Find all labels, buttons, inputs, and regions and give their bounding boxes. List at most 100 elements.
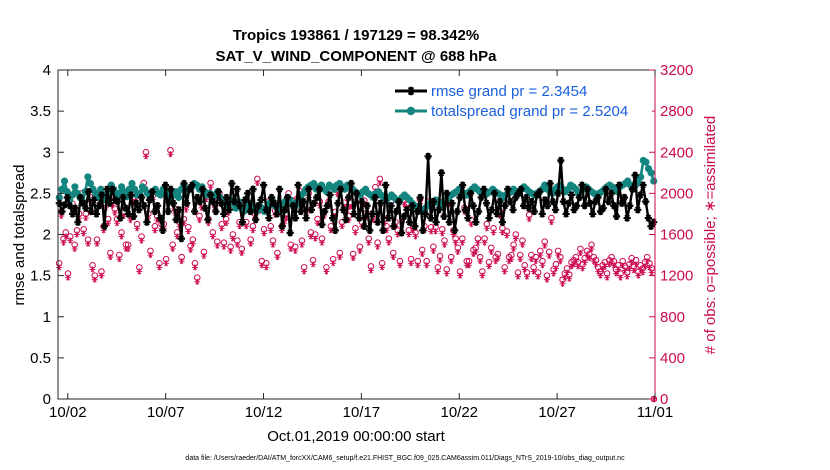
totalspread-point (175, 193, 183, 202)
obs-assimilated-point (575, 263, 582, 270)
rmse-point (230, 197, 239, 206)
rmse-point (559, 197, 568, 206)
obs-assimilated-point (312, 235, 319, 242)
rmse-point (390, 222, 398, 230)
obs-assimilated-point (526, 216, 533, 223)
obs-assimilated-point (459, 239, 466, 246)
obs-assimilated-point (73, 231, 80, 238)
obs-assimilated-point (579, 265, 586, 272)
obs-assimilated-point (604, 274, 611, 281)
rmse-point (329, 214, 337, 222)
rmse-point (283, 193, 292, 202)
rmse-point (477, 193, 485, 202)
rmse-point (496, 197, 504, 206)
obs-assimilated-point (639, 269, 646, 276)
obs-assimilated-point (156, 264, 163, 271)
rmse-point (225, 206, 233, 214)
obs-assimilated-point (633, 261, 640, 268)
totalspread-point (84, 173, 92, 181)
obs-assimilated-point (109, 202, 116, 209)
rmse-point (175, 206, 183, 214)
rmse-point (267, 193, 276, 202)
rmse-point (379, 226, 387, 235)
rmse-point (244, 189, 252, 198)
obs-assimilated-point (628, 259, 635, 266)
obs-assimilated-point (474, 239, 481, 246)
rmse-point (347, 179, 355, 188)
x-tick-label: 10/12 (245, 404, 283, 421)
legend-rmse-star (406, 86, 416, 96)
rmse-point (331, 226, 339, 235)
obs-assimilated-point (281, 220, 288, 227)
rmse-point (204, 216, 212, 224)
obs-assimilated-point (185, 228, 192, 235)
obs-assimilated-point (365, 239, 372, 246)
rmse-point (217, 199, 225, 207)
rmse-point (602, 185, 610, 193)
rmse-point (451, 226, 459, 235)
data-file-footnote: data file: /Users/raeder/DAI/ATM_forcXX/… (185, 455, 625, 462)
obs-assimilated-point (637, 266, 644, 273)
rmse-point (445, 218, 453, 226)
rmse-point (87, 207, 95, 216)
obs-assimilated-point (608, 258, 615, 265)
obs-assimilated-point (537, 252, 544, 259)
obs-assimilated-point (310, 261, 317, 268)
obs-assimilated-point (450, 231, 457, 238)
rmse-point (318, 220, 326, 229)
rmse-point (262, 206, 270, 214)
rmse-point (392, 207, 400, 216)
chart-title: Tropics 193861 / 197129 = 98.342% (233, 27, 479, 44)
rmse-point (448, 199, 456, 207)
rmse-point (321, 207, 329, 216)
obs-assimilated-point (506, 258, 513, 265)
obs-assimilated-point (430, 247, 437, 254)
rmse-point (355, 214, 363, 222)
rmse-point (432, 218, 440, 226)
rmse-point (480, 185, 488, 193)
rmse-point (294, 181, 302, 189)
rmse-point (172, 216, 180, 224)
rmse-point (350, 210, 358, 218)
rmse-point (530, 207, 538, 216)
rmse-point (220, 210, 228, 218)
rmse-point (440, 212, 448, 221)
rmse-point (514, 189, 522, 198)
obs-assimilated-point (207, 184, 214, 191)
obs-assimilated-point (501, 268, 508, 275)
obs-assimilated-point (218, 225, 225, 232)
obs-assimilated-point (515, 273, 522, 280)
totalspread-point (86, 179, 95, 188)
obs-assimilated-point (543, 276, 550, 283)
rmse-point (493, 210, 501, 218)
rmse-point (581, 202, 589, 210)
rmse-point (647, 222, 655, 230)
plot-area (55, 146, 658, 403)
rmse-point (384, 214, 392, 222)
rmse-point (416, 193, 424, 202)
rmse-point (74, 218, 82, 226)
x-axis-label: Oct.01,2019 00:00:00 start (267, 428, 445, 445)
totalspread-point (55, 193, 63, 202)
obs-assimilated-point (401, 201, 408, 208)
rmse-point (63, 193, 71, 202)
rmse-point (212, 207, 220, 216)
rmse-point (535, 188, 544, 196)
obs-assimilated-point (483, 225, 490, 232)
legend-rmse-marker (406, 86, 416, 96)
obs-assimilated-point (412, 233, 419, 240)
rmse-point (485, 214, 493, 222)
obs-assimilated-point (630, 267, 637, 274)
rmse-point (520, 202, 528, 210)
obs-assimilated-point (405, 231, 412, 238)
obs-assimilated-point (488, 248, 495, 255)
rmse-point (199, 185, 207, 193)
obs-assimilated-point (379, 264, 386, 271)
obs-assimilated-point (517, 256, 524, 263)
obs-assimilated-point (330, 260, 337, 267)
y-left-tick-label: 1 (43, 309, 51, 326)
rmse-point (620, 193, 629, 202)
rmse-point (474, 207, 483, 216)
rmse-point (236, 202, 244, 210)
rmse-point (472, 218, 480, 226)
